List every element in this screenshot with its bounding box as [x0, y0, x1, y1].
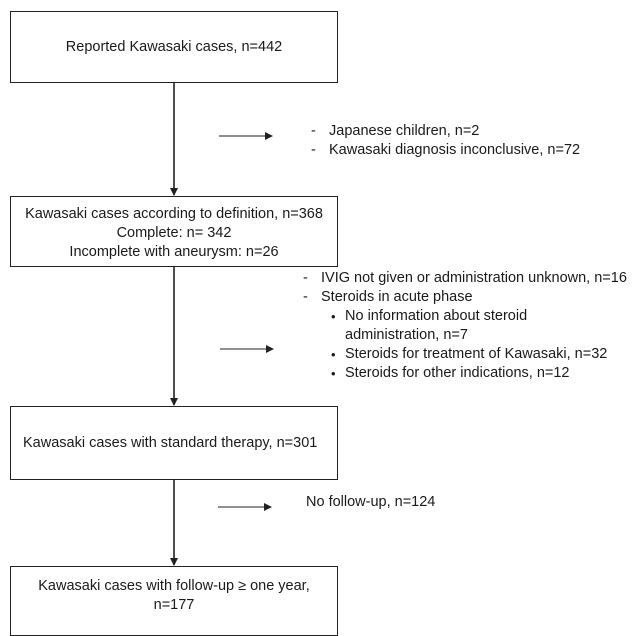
steroid-subitem: • No information about steroid administr…: [303, 307, 643, 345]
bullet-icon: •: [331, 366, 336, 381]
steroid-subitem-text: Steroids for other indications, n=12: [345, 365, 570, 381]
followup-text-line2: n=177: [153, 597, 195, 613]
followup-box: Kawasaki cases with follow-up ≥ one year…: [10, 566, 338, 636]
standard-therapy-text: Kawasaki cases with standard therapy, n=…: [23, 434, 318, 451]
steroid-subitem-text: administration, n=7: [345, 327, 468, 343]
no-followup-text: No follow-up, n=124: [306, 494, 436, 510]
definition-cases-text: Kawasaki cases according to definition, …: [25, 206, 323, 222]
steroid-subitem-text: Steroids for treatment of Kawasaki, n=32: [345, 346, 608, 362]
exclusion-note-1: - Japanese children, n=2 - Kawasaki diag…: [311, 122, 580, 160]
steroid-subitem: • Steroids for treatment of Kawasaki, n=…: [303, 345, 643, 364]
exclusion-item-text: IVIG not given or administration unknown…: [321, 270, 627, 286]
exclusion-item: - IVIG not given or administration unkno…: [303, 269, 643, 288]
exclusion-item-text: Kawasaki diagnosis inconclusive, n=72: [329, 142, 581, 158]
bullet-icon: •: [331, 347, 336, 362]
exclusion-note-2: - IVIG not given or administration unkno…: [303, 269, 643, 383]
exclusion-note-3: No follow-up, n=124: [306, 493, 435, 512]
steroid-subitem-text: No information about steroid: [345, 308, 528, 324]
exclusion-item: - Japanese children, n=2: [311, 122, 580, 141]
exclusion-item-text: Steroids in acute phase: [321, 289, 473, 305]
standard-therapy-box: Kawasaki cases with standard therapy, n=…: [10, 406, 338, 480]
exclusion-item: - Steroids in acute phase: [303, 288, 643, 307]
reported-cases-text: Reported Kawasaki cases, n=442: [65, 38, 283, 55]
dash-marker: -: [311, 142, 316, 158]
dash-marker: -: [303, 270, 308, 286]
dash-marker: -: [311, 123, 316, 139]
complete-cases-text: Complete: n= 342: [116, 225, 232, 241]
incomplete-cases-text: Incomplete with aneurysm: n=26: [69, 244, 279, 260]
bullet-icon: •: [331, 309, 336, 324]
definition-cases-box: Kawasaki cases according to definition, …: [10, 196, 338, 267]
exclusion-item: - Kawasaki diagnosis inconclusive, n=72: [311, 141, 580, 160]
followup-text-line1: Kawasaki cases with follow-up ≥ one year…: [38, 578, 310, 594]
exclusion-item-text: Japanese children, n=2: [329, 123, 480, 139]
dash-marker: -: [303, 289, 308, 305]
reported-cases-box: Reported Kawasaki cases, n=442: [10, 11, 338, 83]
steroid-subitem: • Steroids for other indications, n=12: [303, 364, 643, 383]
